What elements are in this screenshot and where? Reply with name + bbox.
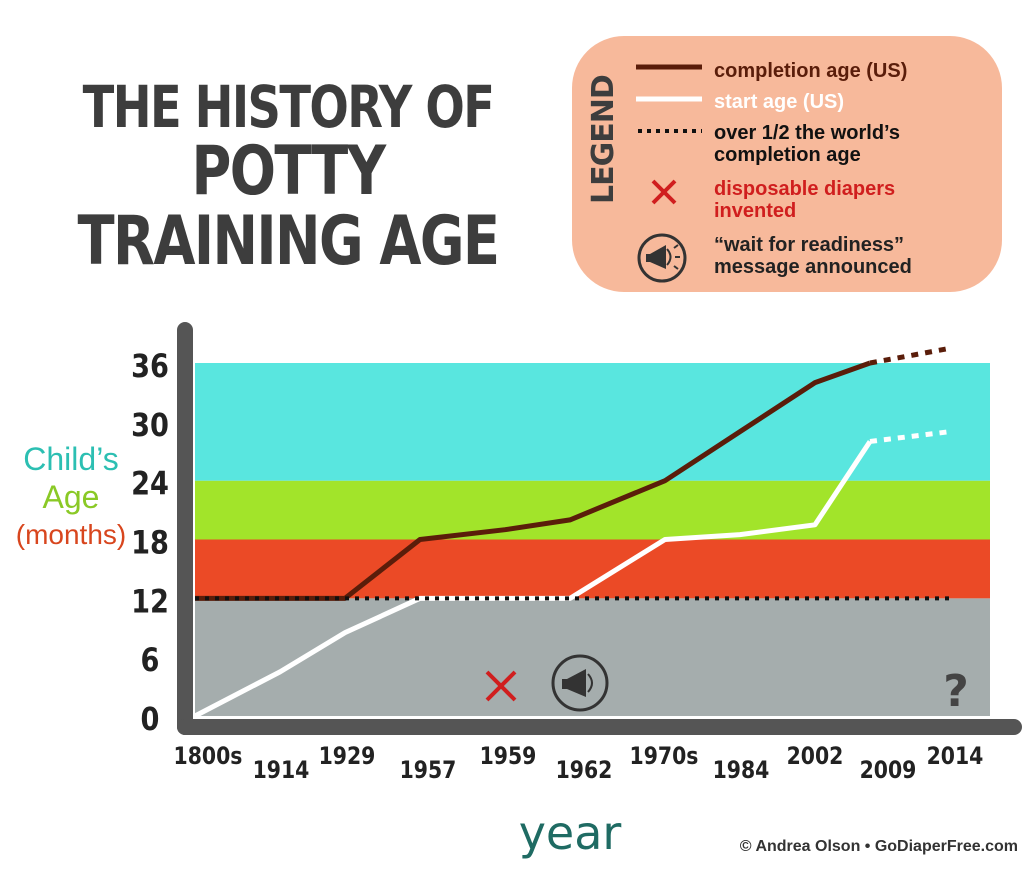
y-axis-label-line-3: (months) [15,519,127,550]
band-24-36 [195,363,990,481]
band-12-18 [195,539,990,599]
x-tick-label-1929: 1929 [319,742,376,770]
world-dotted-line-icon [638,129,702,133]
x-tick-label-1984: 1984 [713,756,770,784]
question-mark: ? [943,666,969,717]
y-axis-label-line-2: Age [42,479,100,515]
legend-item-world-text: over 1/2 the world’s completion age [714,122,900,166]
page-title: THE HISTORY OF POTTY TRAINING AGE [18,73,558,281]
legend: LEGEND completion age (US) start age (US… [572,36,1002,292]
x-tick-label-2014: 2014 [927,742,984,770]
legend-item-diapers: disposable diapers invented [714,178,964,222]
band-0-12 [195,598,990,716]
y-axis-label: Child’s Age (months) [6,440,136,554]
title-line-1: THE HISTORY OF [82,73,495,141]
diaper-x-icon [651,179,677,205]
series-line-0-projection [869,345,951,366]
megaphone-icon [637,233,687,283]
x-tick-label-1957: 1957 [400,756,457,784]
y-axis-label-line-1: Child’s [23,441,119,477]
title-line-2: POTTY TRAINING AGE [77,132,501,281]
x-tick-label-1962: 1962 [556,756,613,784]
y-tick-label-30: 30 [131,407,169,445]
x-tick-label-2002: 2002 [787,742,844,770]
y-tick-label-36: 36 [131,348,169,386]
y-tick-label-12: 12 [131,583,169,621]
x-axis-label: year [518,806,622,860]
y-tick-label-24: 24 [131,466,169,504]
start-line-icon [636,96,702,102]
legend-item-readiness: “wait for readiness” message announced [714,234,964,278]
y-tick-label-18: 18 [131,524,169,562]
legend-item-world: over 1/2 the world’s completion age [714,122,964,166]
readiness-marker-icon [551,654,609,712]
credit: © Andrea Olson • GoDiaperFree.com [739,838,1018,855]
completion-line-icon [636,64,702,70]
x-tick-label-1914: 1914 [253,756,310,784]
legend-item-diapers-text: disposable diapers invented [714,178,896,222]
x-tick-label-1970s: 1970s [630,742,699,770]
legend-item-start: start age (US) [714,91,845,113]
y-tick-label-0: 0 [141,701,160,739]
x-tick-label-1800s: 1800s [174,742,243,770]
y-tick-label-6: 6 [141,642,160,680]
x-tick-label-2009: 2009 [860,756,917,784]
diapers-marker-icon [485,670,517,702]
legend-item-readiness-text: “wait for readiness” message announced [714,234,912,278]
series-line-0 [195,360,871,601]
x-tick-label-1959: 1959 [480,742,537,770]
legend-item-completion: completion age (US) [714,60,908,82]
